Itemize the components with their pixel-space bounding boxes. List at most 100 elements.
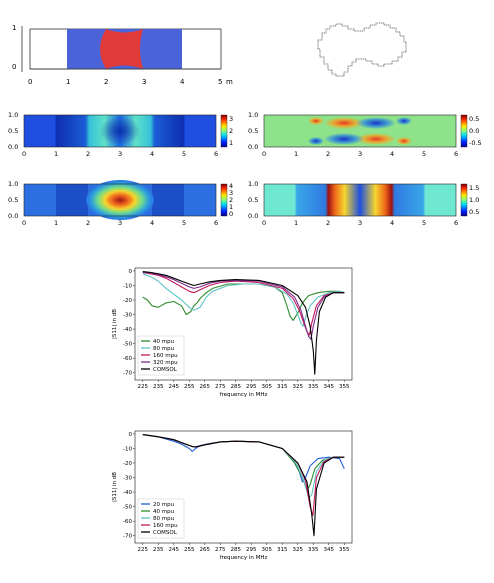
y-tick-label: -10 [123,283,132,289]
hm3-cbar-tick: 0 [229,210,234,218]
legend-label: 80 mpu [153,516,174,522]
hm4-x-tick: 4 [390,219,395,227]
x-axis-label: frequency in MHz [220,392,268,398]
hm4-cbar-tick: 0.5 [469,208,480,216]
heatmap-field [24,184,216,216]
hm1-x-tick: 4 [150,150,155,158]
legend-box [137,335,185,376]
geom-x-tick: 5 [218,78,223,86]
hm1-y-tick: 0.0 [8,143,19,151]
heatmap-field [264,115,456,147]
hm3-cbar-tick: 3 [229,189,234,197]
y-tick-label: -30 [123,476,132,482]
y-tick-label: -40 [123,490,132,496]
legend-label: 40 mpu [153,509,174,515]
x-tick-label: 235 [153,384,164,390]
x-tick-label: 285 [231,384,242,390]
boundary-outline [317,22,407,77]
geometry-frame [29,28,222,70]
inclusion-region [100,29,143,69]
hm1-x-tick: 2 [86,150,91,158]
hm2-x-tick: 5 [422,150,427,158]
field-peak [86,180,154,220]
x-tick-label: 295 [246,547,257,553]
geom-y-tick: 0 [12,63,17,71]
hm3-x-tick: 6 [214,219,219,227]
heatmap-border [23,183,217,217]
dark-band [56,184,88,216]
y-tick-label: -10 [123,446,132,452]
legend-label: 160 mpu [153,353,178,359]
geom-y-tick: 1 [12,24,17,32]
hm3-x-tick: 2 [86,219,91,227]
hm3-y-tick: 0.5 [8,196,19,204]
series-line [142,434,345,499]
hm1-y-tick: 0.5 [8,127,19,135]
hm4-x-tick: 0 [262,219,267,227]
geom-x-tick: 1 [66,78,71,86]
geom-x-tick: 0 [28,78,33,86]
hm1-cbar-tick: 3 [229,115,234,123]
hm1-x-tick: 5 [182,150,187,158]
colorbar [220,114,228,148]
hm2-cbar-tick: -0.5 [469,139,482,147]
x-tick-label: 335 [308,547,319,553]
colorbar [460,183,468,217]
hm2-cbar-tick: 0.0 [469,127,480,135]
cold-spot [308,137,324,145]
x-tick-label: 305 [262,384,273,390]
dark-band [152,184,184,216]
hm2-y-tick: 0.0 [248,143,259,151]
heatmap-border [263,114,457,148]
heatmap-field [24,115,216,147]
heatmap-bottom-right [263,183,468,217]
y-tick-label: -50 [123,342,132,348]
y-tick-label: -40 [123,327,132,333]
x-tick-label: 245 [169,547,180,553]
x-tick-label: 295 [246,384,257,390]
hm1-x-tick: 0 [22,150,27,158]
hm3-x-tick: 1 [54,219,59,227]
hm3-x-tick: 4 [150,219,155,227]
x-tick-label: 335 [308,384,319,390]
hm2-x-tick: 0 [262,150,267,158]
y-tick-label: 0 [129,269,133,275]
field-minimum [100,116,140,146]
x-tick-label: 345 [324,384,335,390]
x-tick-label: 305 [262,547,273,553]
hm3-cbar-tick: 2 [229,196,234,204]
heatmap-border [263,183,457,217]
legend-label: 320 mpu [153,360,178,366]
heatmap-top-left [23,114,228,148]
hm3-y-tick: 0.0 [8,212,19,220]
hm4-x-tick: 6 [454,219,459,227]
series-line [142,434,345,492]
series-line [142,434,345,537]
legend-label: 40 mpu [153,339,174,345]
hm2-x-tick: 2 [326,150,331,158]
hm1-x-tick: 3 [118,150,123,158]
hm3-y-tick: 1.0 [8,180,19,188]
legend-label: COMSOL [153,530,178,536]
hm4-cbar-tick: 1.5 [469,184,480,192]
geom-x-tick: 3 [142,78,147,86]
cold-spot [396,117,412,125]
heatmap-top-right [263,114,468,148]
y-tick-label: -20 [123,461,132,467]
x-tick-label: 225 [138,384,149,390]
hm2-x-tick: 3 [358,150,363,158]
x-tick-label: 265 [200,384,211,390]
y-axis-label: |S11| in dB [112,309,118,339]
cold-lobe [356,117,396,129]
hm2-x-tick: 1 [294,150,299,158]
hm3-cbar-tick: 4 [229,182,234,190]
x-tick-label: 275 [215,384,226,390]
hot-lobe [356,133,396,145]
hm1-x-tick: 1 [54,150,59,158]
legend-label: 20 mpu [153,502,174,508]
geom-x-unit: m [226,78,233,86]
hot-spot [396,137,412,145]
colorbar [460,114,468,148]
x-tick-label: 315 [277,384,288,390]
